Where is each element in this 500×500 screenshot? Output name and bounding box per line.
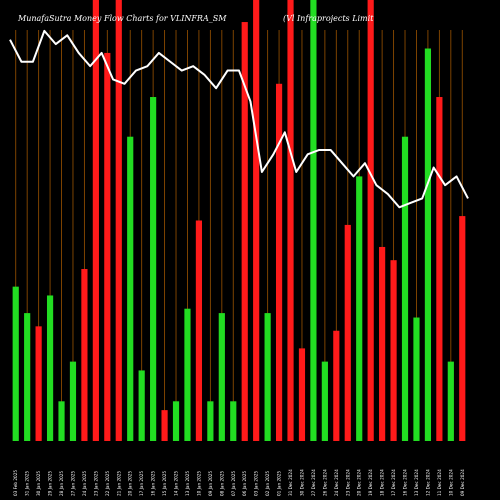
x-tick-label: 19 Dec 2024 (368, 469, 373, 496)
bar (207, 401, 214, 441)
x-tick-label: 13 Jan 2025 (185, 471, 190, 496)
x-tick-label: 16 Jan 2025 (151, 471, 156, 496)
x-tick-labels: 03 Feb 2025 31 Jan 2025 30 Jan 2025 29 Jan … (13, 469, 465, 496)
bar (287, 0, 294, 441)
x-tick-label: 16 Dec 2024 (403, 469, 408, 496)
x-tick-label: 12 Dec 2024 (425, 469, 430, 496)
bar (92, 0, 99, 441)
x-tick-label: 17 Dec 2024 (391, 469, 396, 496)
bar (150, 97, 157, 442)
bar (184, 308, 191, 441)
bar (58, 401, 65, 441)
x-tick-label: 08 Jan 2025 (219, 471, 224, 496)
bar (298, 348, 306, 441)
x-tick-label: 10 Jan 2025 (196, 471, 201, 496)
chart-title-left: MunafaSutra Money Flow Charts for VLINFR… (17, 14, 227, 23)
chart-title-right: (Vl Infraprojects Limit (283, 14, 374, 23)
x-tick-label: 23 Dec 2024 (345, 469, 350, 496)
x-tick-label: 20 Dec 2024 (357, 469, 362, 496)
bar (138, 370, 145, 441)
bar (356, 176, 363, 441)
bar (127, 136, 134, 441)
x-tick-label: 15 Jan 2025 (162, 471, 167, 496)
bar-series (12, 0, 466, 442)
bar (333, 330, 340, 441)
bar (413, 317, 420, 441)
x-tick-label: 06 Jan 2025 (242, 471, 247, 496)
x-tick-label: 31 Jan 2025 (25, 471, 30, 496)
bar (241, 22, 248, 442)
x-tick-label: 03 Feb 2025 (13, 470, 18, 496)
bar (172, 401, 180, 441)
x-tick-label: 18 Dec 2024 (380, 469, 385, 496)
bar (81, 269, 88, 441)
bar (104, 52, 111, 442)
x-tick-label: 24 Jan 2025 (82, 471, 87, 496)
x-tick-label: 11 Dec 2024 (437, 469, 442, 496)
line-series (9, 29, 469, 209)
x-tick-label: 14 Jan 2025 (174, 471, 179, 496)
bar (218, 313, 225, 441)
bar (69, 361, 77, 441)
x-tick-label: 30 Jan 2025 (36, 471, 41, 496)
x-tick-label: 31 Dec 2024 (288, 469, 293, 496)
bar (115, 0, 122, 441)
bar (230, 401, 237, 441)
bar (459, 216, 466, 441)
bar (310, 0, 317, 441)
bar (46, 295, 54, 441)
x-tick-label: 03 Jan 2025 (254, 471, 259, 496)
bar (161, 410, 168, 441)
bar (12, 286, 19, 441)
bar (424, 48, 432, 441)
x-tick-label: 17 Jan 2025 (139, 471, 144, 496)
x-tick-label: 24 Dec 2024 (334, 469, 339, 496)
bar (24, 313, 31, 441)
x-tick-label: 09 Dec 2024 (460, 469, 465, 496)
bar (367, 0, 374, 441)
x-tick-label: 27 Dec 2024 (311, 469, 316, 496)
bar (275, 83, 283, 441)
x-tick-label: 01 Jan 2025 (277, 471, 282, 496)
x-tick-label: 10 Dec 2024 (448, 469, 453, 496)
x-tick-label: 20 Jan 2025 (128, 471, 133, 496)
x-tick-label: 21 Jan 2025 (116, 471, 121, 496)
x-tick-label: 28 Jan 2025 (59, 471, 64, 496)
bar (390, 260, 397, 441)
x-tick-label: 07 Jan 2025 (231, 471, 236, 496)
bar (195, 220, 203, 441)
x-tick-label: 13 Dec 2024 (414, 469, 419, 496)
x-tick-label: 09 Jan 2025 (208, 471, 213, 496)
bar (436, 97, 443, 442)
bar (253, 0, 260, 441)
x-tick-label: 02 Jan 2025 (265, 471, 270, 496)
bar (447, 361, 454, 441)
bar (379, 246, 386, 441)
x-tick-label: 27 Jan 2025 (70, 471, 75, 496)
bar (35, 326, 42, 441)
bar (344, 224, 351, 441)
bar (321, 361, 328, 441)
bar (401, 136, 409, 441)
x-tick-label: 23 Jan 2025 (93, 471, 98, 496)
x-tick-label: 29 Jan 2025 (48, 471, 53, 496)
x-tick-label: 26 Dec 2024 (322, 469, 327, 496)
x-tick-label: 22 Jan 2025 (105, 471, 110, 496)
bar (264, 313, 271, 441)
x-tick-label: 30 Dec 2024 (299, 469, 304, 496)
money-flow-line (9, 29, 469, 209)
